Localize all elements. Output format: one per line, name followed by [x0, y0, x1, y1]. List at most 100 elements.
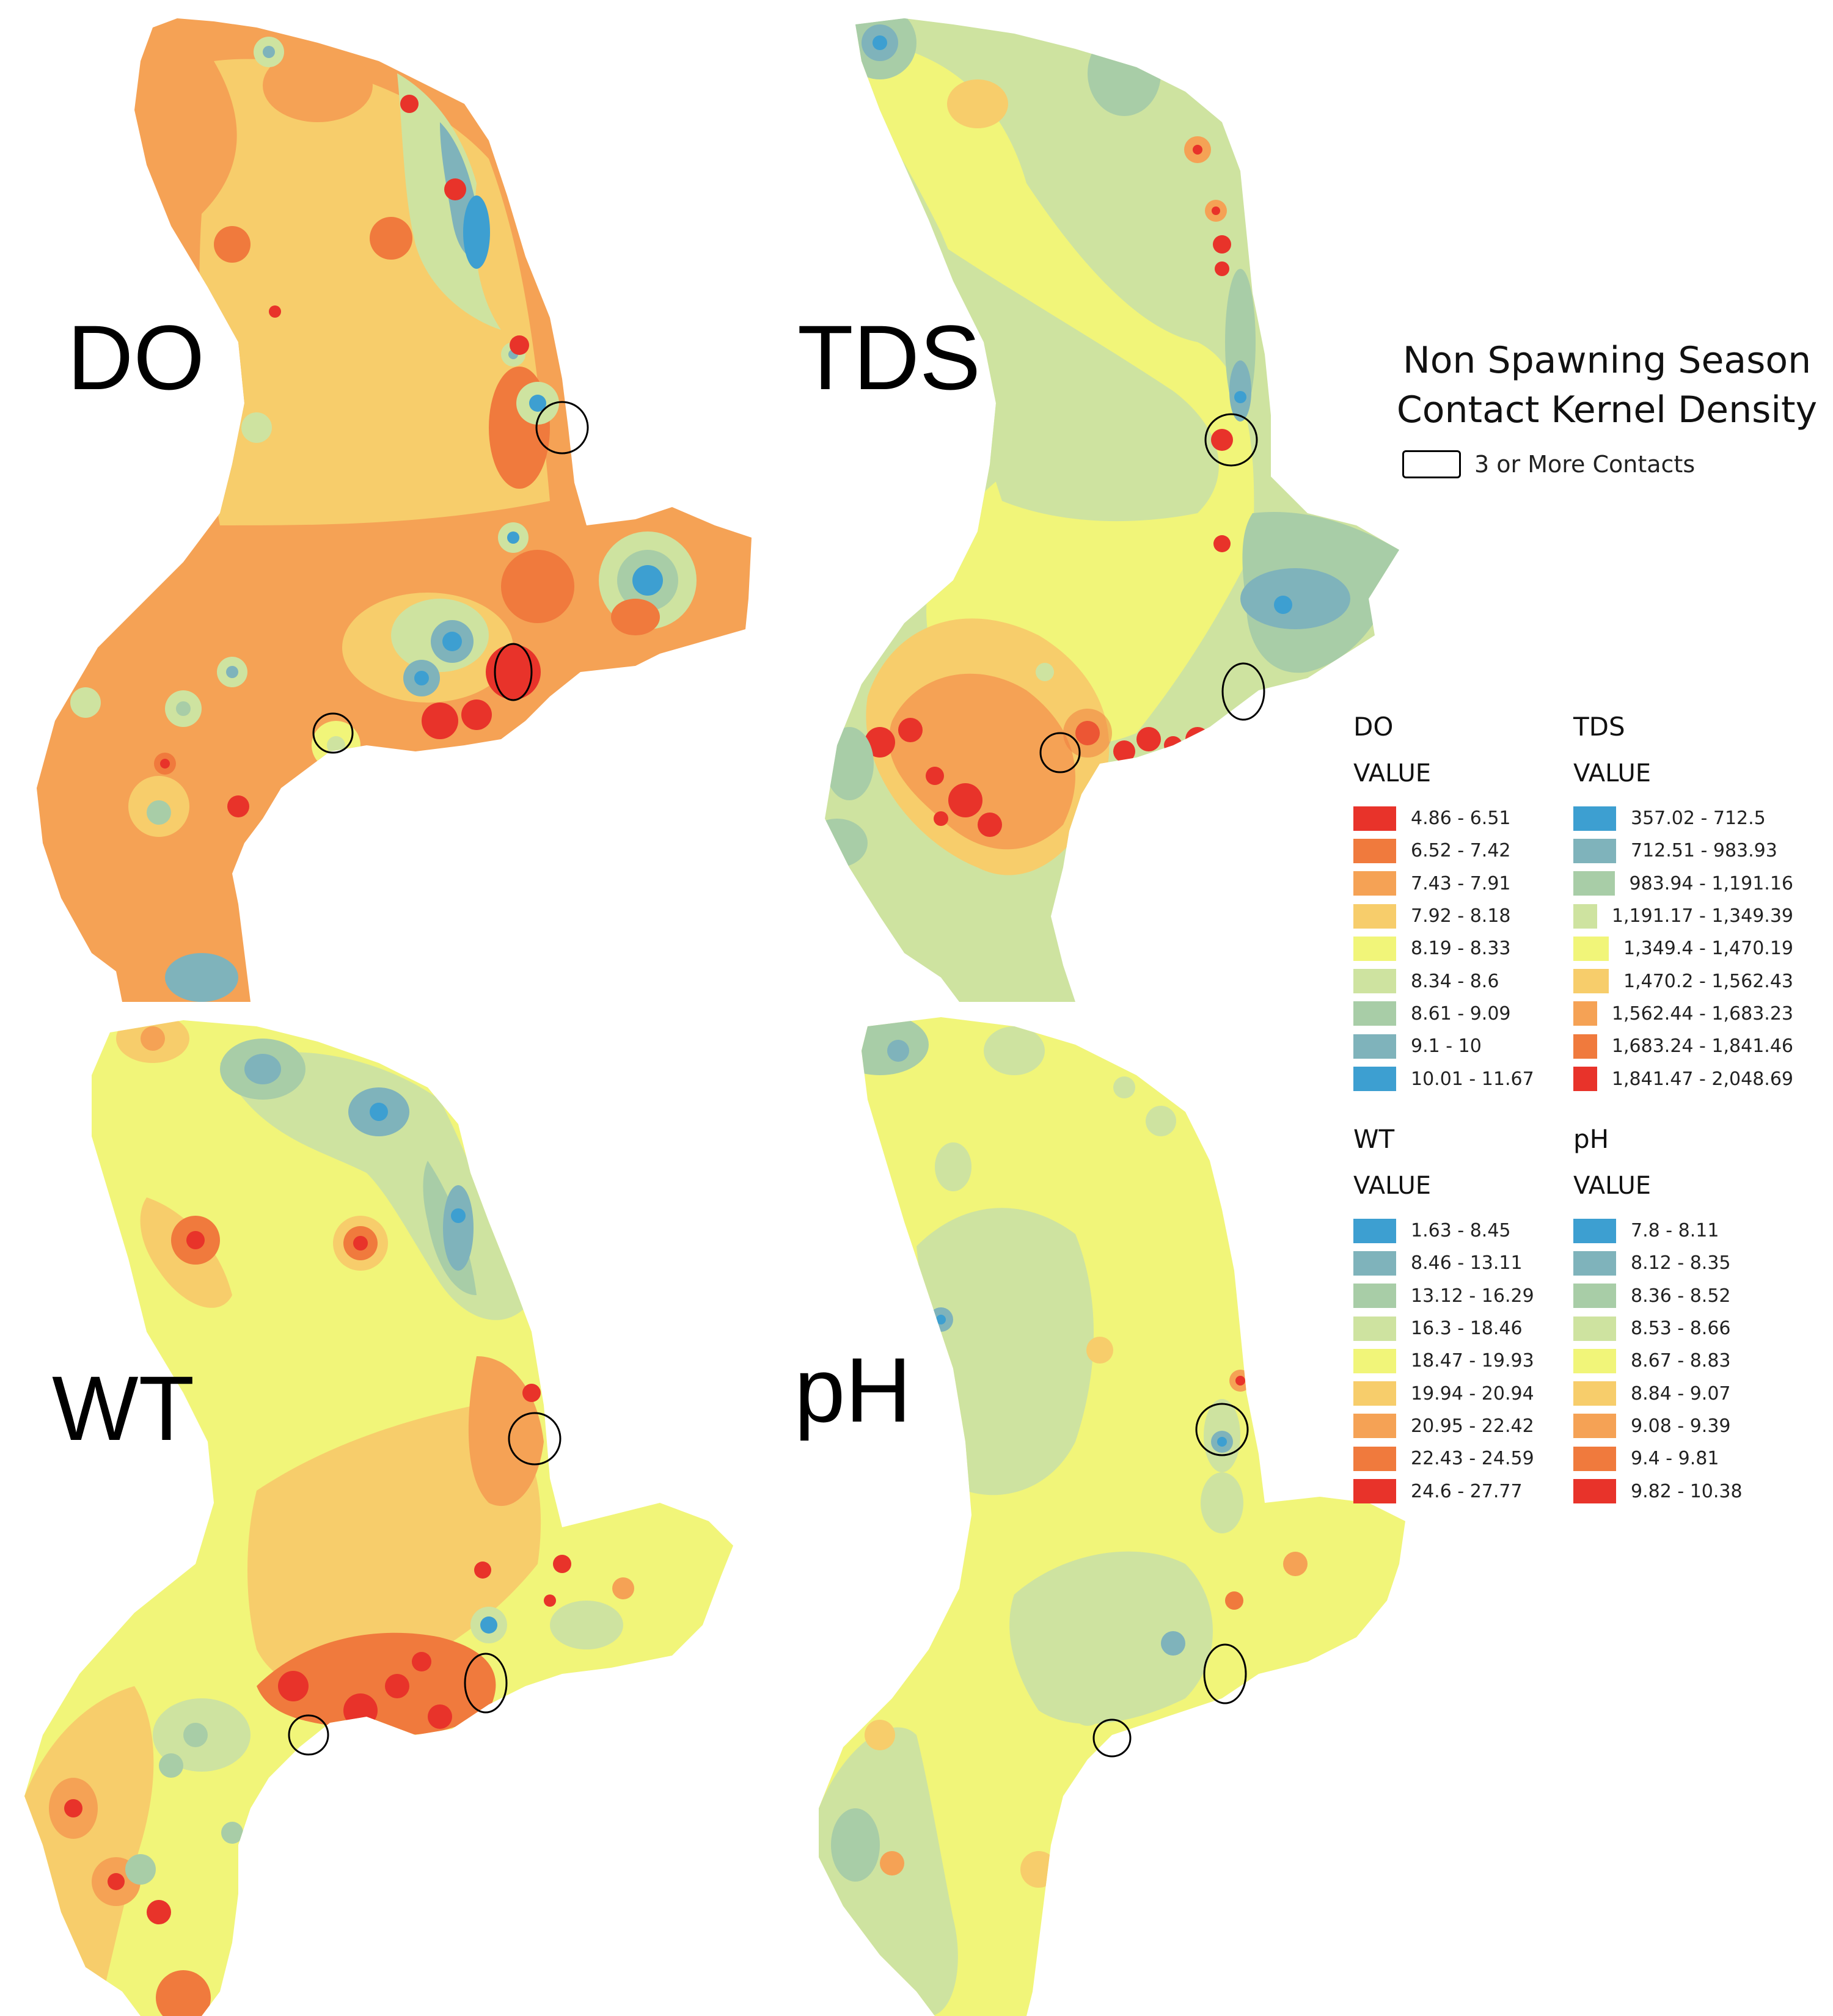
legend-variable-name: DO — [1353, 712, 1394, 742]
contact-circle — [535, 401, 589, 455]
legend-title: Non Spawning Season Contact Kernel Densi… — [1387, 336, 1827, 435]
legend-value-header: VALUE — [1353, 759, 1432, 787]
legend-range-label: 1,191.17 - 1,349.39 — [1611, 905, 1793, 927]
legend-rows: 7.8 - 8.11 8.12 - 8.35 8.36 - 8.52 8.53 - 8… — [1573, 1214, 1793, 1508]
contact-circle — [1092, 1718, 1132, 1758]
legend-swatch — [1353, 1348, 1396, 1373]
legend-variable-name: TDS — [1573, 712, 1625, 742]
legend-variable-name: WT — [1353, 1124, 1395, 1154]
legend-row: 8.46 - 13.11 — [1353, 1247, 1573, 1279]
legend-swatch — [1573, 871, 1615, 896]
legend-row: 16.3 - 18.46 — [1353, 1312, 1573, 1345]
legend-row: 8.19 - 8.33 — [1353, 932, 1573, 965]
legend-swatch — [1573, 1316, 1616, 1341]
legend-range-label: 8.84 - 9.07 — [1631, 1382, 1731, 1404]
legend-row: 7.8 - 8.11 — [1573, 1214, 1793, 1247]
legend-range-label: 8.67 - 8.83 — [1631, 1350, 1731, 1372]
legend-swatch — [1573, 1284, 1616, 1309]
legend-row: 1.63 - 8.45 — [1353, 1214, 1573, 1247]
legend-swatch — [1353, 936, 1396, 961]
legend-range-label: 8.61 - 9.09 — [1411, 1003, 1511, 1024]
legend-range-label: 7.43 - 7.91 — [1411, 872, 1511, 894]
contact-circle-swatch — [1402, 450, 1461, 478]
legend-row: 1,191.17 - 1,349.39 — [1573, 900, 1793, 932]
legend-range-label: 8.53 - 8.66 — [1631, 1318, 1731, 1340]
contact-circle — [1195, 1403, 1249, 1456]
legend-range-label: 8.36 - 8.52 — [1631, 1285, 1731, 1307]
legend-row: 19.94 - 20.94 — [1353, 1377, 1573, 1409]
legend-swatch — [1573, 1034, 1597, 1059]
wt-map[interactable]: WT — [0, 1014, 758, 2016]
legend-swatch — [1573, 1446, 1616, 1471]
tds-map[interactable]: TDS — [758, 0, 1521, 1002]
legend-row: 18.47 - 19.93 — [1353, 1345, 1573, 1377]
legend-range-label: 1,683.24 - 1,841.46 — [1611, 1035, 1793, 1057]
legend-tds: TDS VALUE 357.02 - 712.5 712.51 - 983.93 9… — [1573, 712, 1793, 1095]
legend-value-header: VALUE — [1573, 1172, 1652, 1200]
legend-row: 9.08 - 9.39 — [1573, 1410, 1793, 1442]
ph-map[interactable]: pH — [758, 1014, 1521, 2016]
wt-map-title: WT — [52, 1357, 195, 1459]
legend-row: 8.67 - 8.83 — [1573, 1345, 1793, 1377]
legend-range-label: 1,349.4 - 1,470.19 — [1623, 938, 1793, 960]
legend-range-label: 9.1 - 10 — [1411, 1035, 1482, 1057]
legend-range-label: 20.95 - 22.42 — [1411, 1415, 1534, 1437]
legend-value-header: VALUE — [1573, 759, 1652, 787]
legend-swatch — [1573, 806, 1616, 831]
legend-row: 8.12 - 8.35 — [1573, 1247, 1793, 1279]
legend-swatch — [1353, 806, 1396, 831]
legend-row: 8.61 - 9.09 — [1353, 998, 1573, 1030]
do-map[interactable]: DO — [0, 0, 758, 1002]
contact-circle — [494, 643, 533, 701]
legend-range-label: 1,841.47 - 2,048.69 — [1611, 1068, 1793, 1090]
legend-swatch — [1353, 1001, 1396, 1026]
legend-row: 983.94 - 1,191.16 — [1573, 867, 1793, 900]
legend-swatch — [1573, 969, 1609, 994]
legend-range-label: 1,470.2 - 1,562.43 — [1623, 970, 1793, 992]
legend-row: 22.43 - 24.59 — [1353, 1442, 1573, 1475]
legend-swatch — [1573, 1348, 1616, 1373]
legend-range-label: 1.63 - 8.45 — [1411, 1220, 1511, 1242]
legend-title-line2: Contact Kernel Density — [1396, 389, 1818, 431]
legend-row: 6.52 - 7.42 — [1353, 835, 1573, 867]
legend-row: 4.86 - 6.51 — [1353, 802, 1573, 835]
legend-rows: 357.02 - 712.5 712.51 - 983.93 983.94 - 1,… — [1573, 802, 1793, 1095]
legend-row: 9.1 - 10 — [1353, 1030, 1573, 1062]
legend-swatch — [1353, 1414, 1396, 1439]
legend-range-label: 24.6 - 27.77 — [1411, 1480, 1523, 1502]
legend-range-label: 18.47 - 19.93 — [1411, 1350, 1534, 1372]
legend-swatch — [1573, 1067, 1597, 1092]
legend-row: 1,470.2 - 1,562.43 — [1573, 965, 1793, 997]
do-map-surface — [37, 18, 752, 1002]
wt-map-surface — [24, 1020, 733, 2016]
legend-range-label: 6.52 - 7.42 — [1411, 840, 1511, 862]
legend-range-label: 10.01 - 11.67 — [1411, 1068, 1534, 1090]
legend-row: 8.34 - 8.6 — [1353, 965, 1573, 997]
legend-swatch — [1353, 1446, 1396, 1471]
legend-range-label: 13.12 - 16.29 — [1411, 1285, 1534, 1307]
legend-swatch — [1353, 1284, 1396, 1309]
ph-map-title: pH — [794, 1339, 912, 1441]
legend-range-label: 22.43 - 24.59 — [1411, 1448, 1534, 1470]
legend-swatch — [1573, 838, 1616, 863]
legend-swatch — [1573, 1001, 1597, 1026]
legend-swatch — [1353, 1479, 1396, 1504]
legend-title-line1: Non Spawning Season — [1402, 339, 1812, 382]
legend-row: 1,683.24 - 1,841.46 — [1573, 1030, 1793, 1062]
legend-variable-name: pH — [1573, 1124, 1609, 1154]
legend-row: 8.36 - 8.52 — [1573, 1280, 1793, 1312]
legend-swatch — [1353, 904, 1396, 929]
contact-circle — [1204, 413, 1258, 467]
contact-circle — [288, 1714, 329, 1756]
legend-swatch — [1573, 1414, 1616, 1439]
legend-range-label: 8.46 - 13.11 — [1411, 1252, 1523, 1274]
legend-row: 20.95 - 22.42 — [1353, 1410, 1573, 1442]
contact-circle — [464, 1653, 508, 1714]
legend-swatch — [1573, 936, 1609, 961]
tds-map-title: TDS — [797, 306, 981, 409]
legend-range-label: 357.02 - 712.5 — [1631, 808, 1766, 830]
legend-row: 1,349.4 - 1,470.19 — [1573, 932, 1793, 965]
legend-range-label: 712.51 - 983.93 — [1631, 840, 1777, 862]
legend-swatch — [1353, 871, 1396, 896]
legend-range-label: 7.8 - 8.11 — [1631, 1220, 1719, 1242]
